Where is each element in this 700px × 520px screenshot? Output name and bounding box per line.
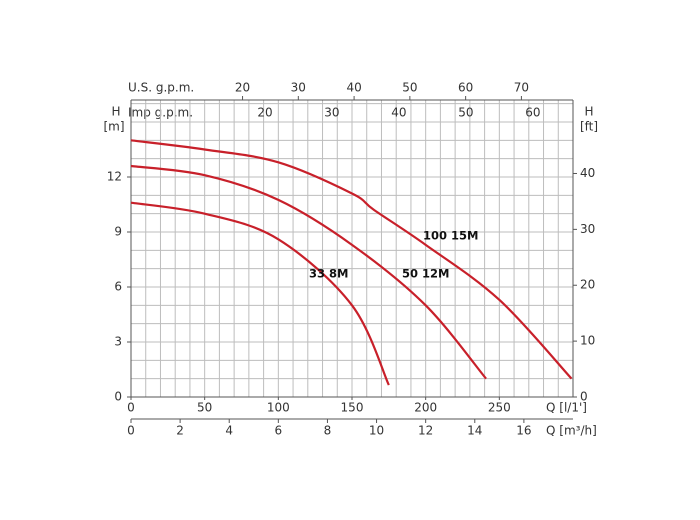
curve-label: 33 8M	[309, 267, 348, 281]
y2-tick-label: 30	[580, 222, 595, 236]
us-tick-label: 70	[514, 81, 529, 95]
imp-tick-label: 60	[525, 106, 540, 120]
y2-axis-unit: [ft]	[580, 120, 598, 134]
x-tick-label: 150	[341, 401, 364, 415]
pump-curve	[130, 201, 390, 386]
x2-tick-label: 16	[516, 424, 531, 438]
y2-tick-label: 0	[580, 390, 588, 404]
y2-tick-label: 40	[580, 166, 595, 180]
x-tick-label: 50	[197, 401, 212, 415]
x-tick-label: 250	[488, 401, 511, 415]
x-tick-label: 100	[267, 401, 290, 415]
y-tick-label: 3	[114, 335, 122, 349]
x-tick-label: 0	[127, 401, 135, 415]
y2-tick-label: 20	[580, 278, 595, 292]
x2-tick-label: 2	[176, 424, 184, 438]
us-tick-label: 50	[402, 81, 417, 95]
imp-tick-label: 30	[324, 106, 339, 120]
y-tick-label: 6	[114, 280, 122, 294]
pump-curve	[130, 139, 573, 380]
pump-curve	[130, 164, 487, 380]
us-tick-label: 20	[235, 81, 250, 95]
x2-tick-label: 4	[225, 424, 233, 438]
x2-tick-label: 6	[275, 424, 283, 438]
y-axis-unit: [m]	[103, 120, 124, 134]
imp-tick-label: 20	[257, 106, 272, 120]
x-tick-label: 200	[414, 401, 437, 415]
y-tick-label: 0	[114, 390, 122, 404]
us-axis-label: U.S. g.p.m.	[128, 81, 194, 95]
x2-tick-label: 10	[369, 424, 384, 438]
curve-label: 100 15M	[423, 229, 478, 243]
imp-tick-label: 50	[458, 106, 473, 120]
us-tick-label: 60	[458, 81, 473, 95]
us-tick-label: 40	[346, 81, 361, 95]
y-axis-label: H	[111, 105, 120, 119]
curve-label: 50 12M	[402, 267, 449, 281]
y-tick-label: 9	[114, 225, 122, 239]
x-axis-label: Q [l/1']	[546, 401, 587, 415]
us-tick-label: 30	[291, 81, 306, 95]
x2-tick-label: 14	[467, 424, 482, 438]
y-tick-label: 12	[107, 170, 122, 184]
y2-tick-label: 10	[580, 334, 595, 348]
x2-tick-label: 12	[418, 424, 433, 438]
x2-axis-label: Q [m³/h]	[546, 424, 597, 438]
x2-tick-label: 0	[127, 424, 135, 438]
imp-tick-label: 40	[391, 106, 406, 120]
y2-axis-label: H	[584, 105, 593, 119]
x2-tick-label: 8	[324, 424, 332, 438]
